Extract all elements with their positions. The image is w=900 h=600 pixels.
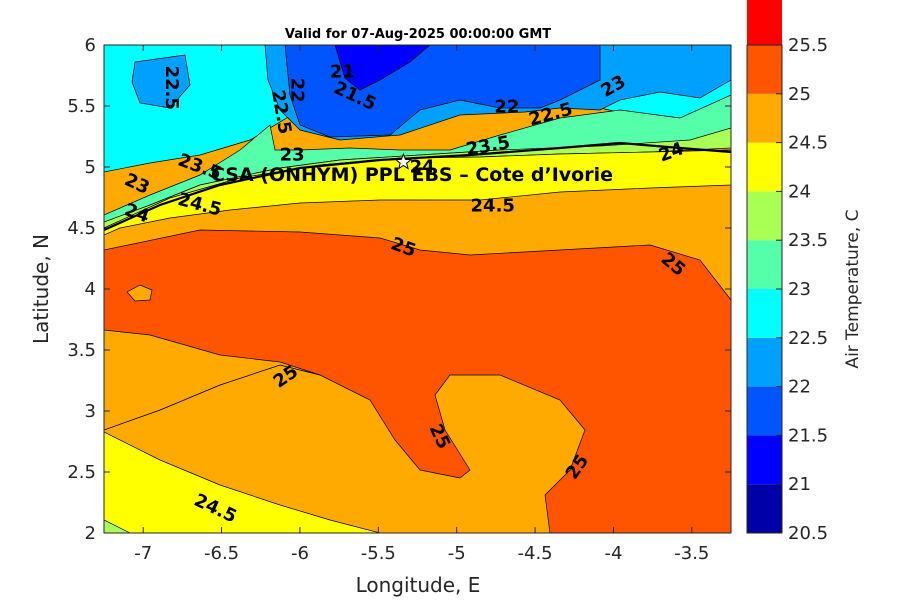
- colorbar-segment: [747, 240, 782, 289]
- x-tick-label: -3.5: [674, 543, 709, 564]
- y-tick-label: 5: [85, 157, 96, 178]
- x-axis-label: Longitude, E: [356, 573, 481, 597]
- colorbar-tick-label: 23.5: [788, 230, 828, 251]
- colorbar-segment: [747, 191, 782, 241]
- colorbar-segment: [747, 142, 782, 192]
- station-marker: CSA (ONHYM) PPL EBS – Cote d’Ivorie: [211, 152, 613, 186]
- x-tick-label: -6: [291, 543, 309, 564]
- contour-label: 23: [280, 144, 305, 165]
- colorbar-segment: [747, 484, 782, 533]
- colorbar-label: Air Temperature, C: [843, 209, 863, 368]
- y-tick-label: 3: [85, 401, 96, 422]
- colorbar-tick-label: 22: [788, 377, 811, 398]
- x-tick-label: -6.5: [204, 543, 239, 564]
- colorbar-frame: [746, 44, 783, 534]
- contour-label: 22.5: [161, 65, 182, 109]
- colorbar-segment: [747, 289, 782, 338]
- colorbar-tick-label: 22.5: [788, 328, 828, 349]
- y-tick-label: 4.5: [67, 218, 96, 239]
- colorbar-tick-label: 25: [788, 84, 811, 105]
- colorbar: 20.5 21 21.5 22 22.5 23 23.5 24 24.5 25 25.5: [747, 0, 828, 544]
- y-tick-label: 4: [85, 279, 96, 300]
- band-24-5-island: [126, 284, 153, 302]
- colorbar-segment: [747, 45, 782, 94]
- band-24-5-left: [104, 329, 321, 431]
- x-tick-label: -5: [448, 543, 466, 564]
- x-tick-label: -5.5: [361, 543, 396, 564]
- y-tick-label: 2.5: [67, 462, 96, 483]
- colorbar-segment: [747, 435, 782, 485]
- colorbar-tick-label: 24: [788, 181, 811, 202]
- colorbar-segment: [747, 386, 782, 436]
- colorbar-segment: [747, 337, 782, 387]
- band-24-lower: [104, 431, 381, 533]
- x-tick-label: -4.5: [518, 543, 553, 564]
- contour-label: 24: [410, 157, 435, 178]
- band-21: [334, 45, 431, 91]
- coastline: [104, 141, 731, 232]
- contour-label: 22: [286, 78, 307, 103]
- x-axis-ticks: -7 -6.5 -6 -5.5 -5 -4.5 -4 -3.5: [134, 45, 709, 564]
- y-tick-label: 5.5: [67, 96, 96, 117]
- band-23-5-lower: [104, 519, 131, 533]
- contour-label: 24.5: [471, 196, 515, 217]
- colorbar-tick-label: 23: [788, 279, 811, 300]
- y-axis-label: Latitude, N: [29, 234, 53, 344]
- y-tick-label: 3.5: [67, 340, 96, 361]
- contour-label: 22: [494, 97, 519, 118]
- y-tick-label: 2: [85, 523, 96, 544]
- station-star-icon: [394, 152, 413, 170]
- colorbar-tick-label: 25.5: [788, 35, 828, 56]
- colorbar-segment: [747, 93, 782, 143]
- x-tick-label: -4: [604, 543, 622, 564]
- chart-title: Valid for 07-Aug-2025 00:00:00 GMT: [285, 27, 551, 42]
- colorbar-tick-label: 24.5: [788, 133, 828, 154]
- colorbar-segment: [747, 0, 782, 45]
- colorbar-tick-label: 21: [788, 474, 811, 495]
- colorbar-tick-label: 21.5: [788, 425, 828, 446]
- y-axis-ticks: 22.533.544.555.56: [67, 35, 731, 544]
- band-22-left-patch: [131, 54, 191, 109]
- y-tick-label: 6: [85, 35, 96, 56]
- colorbar-tick-label: 20.5: [788, 523, 828, 544]
- station-label: CSA (ONHYM) PPL EBS – Cote d’Ivorie: [211, 164, 613, 186]
- contour-label: 21: [330, 61, 355, 82]
- x-tick-label: -7: [134, 543, 152, 564]
